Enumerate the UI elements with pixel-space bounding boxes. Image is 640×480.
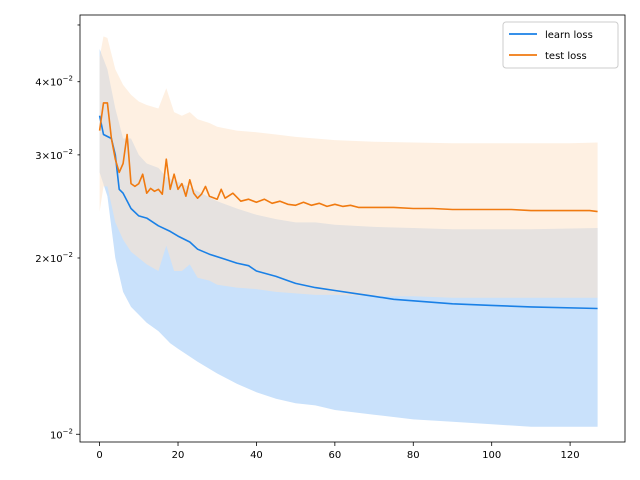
y-axis: 10−2 2×10−2 3×10−2 4×10−2 — [35, 24, 80, 441]
x-tick-label: 40 — [250, 450, 263, 461]
plot-frame — [79, 14, 626, 443]
x-tick-label: 80 — [407, 450, 420, 461]
legend-label-test-loss: test loss — [545, 51, 587, 62]
line-test-loss — [98, 102, 598, 213]
confidence-bands — [99, 36, 598, 427]
series-lines — [98, 102, 598, 310]
x-tick-label: 0 — [96, 450, 102, 461]
y-tick-label: 2×10−2 — [35, 251, 73, 265]
band-test-loss — [99, 36, 598, 298]
line-learn-loss — [98, 115, 598, 310]
x-axis: 0 20 40 60 80 100 120 — [96, 442, 580, 461]
y-tick-label: 3×10−2 — [35, 148, 73, 162]
legend: learn loss test loss — [502, 21, 619, 69]
x-tick-label: 20 — [172, 450, 185, 461]
y-tick-label: 10−2 — [50, 427, 73, 441]
x-tick-label: 60 — [328, 450, 341, 461]
legend-label-learn-loss: learn loss — [545, 30, 593, 41]
x-tick-label: 100 — [482, 450, 501, 461]
y-tick-label: 4×10−2 — [35, 75, 73, 89]
x-tick-label: 120 — [561, 450, 580, 461]
